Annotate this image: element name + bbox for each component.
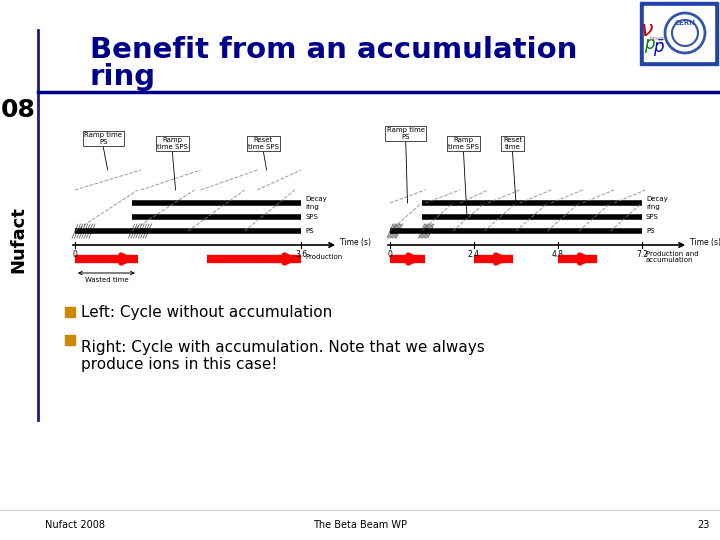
- Text: $\bar{p}$: $\bar{p}$: [653, 37, 665, 59]
- Text: 7.2: 7.2: [636, 250, 648, 259]
- Bar: [65, 335, 75, 345]
- Text: 4.8: 4.8: [552, 250, 564, 259]
- Text: Benefit from an accumulation: Benefit from an accumulation: [90, 36, 577, 64]
- Text: Decay
ring: Decay ring: [305, 197, 327, 210]
- Text: Right: Cycle with accumulation. Note that we always
produce ions in this case!: Right: Cycle with accumulation. Note tha…: [81, 340, 485, 373]
- Text: Reset
time SPS: Reset time SPS: [248, 137, 279, 150]
- Bar: [65, 307, 75, 317]
- Bar: [644, 6, 714, 61]
- Text: Wasted time: Wasted time: [84, 277, 128, 283]
- Text: 3.6: 3.6: [295, 250, 307, 259]
- Text: beam: beam: [649, 36, 665, 40]
- Text: 23: 23: [698, 520, 710, 530]
- Text: Nufact 2008: Nufact 2008: [45, 520, 105, 530]
- Text: Left: Cycle without accumulation: Left: Cycle without accumulation: [81, 305, 332, 320]
- Text: Production: Production: [305, 254, 343, 260]
- Text: Ramp
time SPS: Ramp time SPS: [448, 137, 479, 150]
- Text: CERN: CERN: [675, 20, 696, 26]
- Text: 2.4: 2.4: [468, 250, 480, 259]
- Bar: [640, 2, 718, 65]
- Text: PS: PS: [305, 228, 314, 234]
- Text: Ramp time
PS: Ramp time PS: [387, 127, 425, 140]
- Text: Decay
ring: Decay ring: [646, 197, 667, 210]
- Text: 0: 0: [73, 250, 78, 259]
- Text: 08: 08: [1, 98, 35, 122]
- Text: Ramp time
PS: Ramp time PS: [84, 132, 122, 145]
- Text: Time (s): Time (s): [340, 239, 371, 247]
- Text: The Beta Beam WP: The Beta Beam WP: [313, 520, 407, 530]
- Text: 0: 0: [387, 250, 392, 259]
- Text: Nufact: Nufact: [9, 207, 27, 273]
- Text: ring: ring: [90, 63, 156, 91]
- Text: SPS: SPS: [646, 214, 659, 220]
- Text: Time (s): Time (s): [690, 239, 720, 247]
- Text: Production and
accumulation: Production and accumulation: [646, 251, 698, 264]
- Text: PS: PS: [646, 228, 654, 234]
- Text: $p$: $p$: [644, 37, 656, 55]
- Text: SPS: SPS: [305, 214, 318, 220]
- Text: Ramp
time SPS: Ramp time SPS: [157, 137, 188, 150]
- Text: $\nu$: $\nu$: [640, 20, 654, 40]
- Text: Reset
time: Reset time: [503, 137, 522, 150]
